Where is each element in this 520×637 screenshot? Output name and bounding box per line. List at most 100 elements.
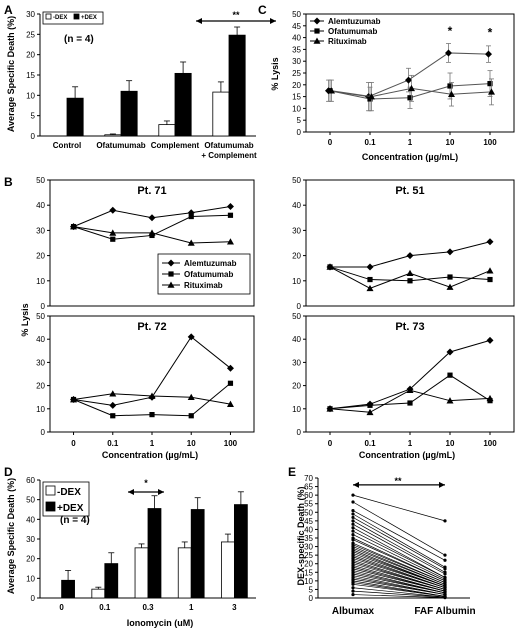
panelE-point-albumax [351, 582, 355, 586]
panelB-p1-point-ofatumumab [487, 276, 493, 283]
panel-c-line-chart: % Lysis Concentration (µg/mL) 0510152025… [270, 10, 515, 162]
panelC-legend-marker [314, 28, 320, 34]
panelE-pair-line [352, 594, 446, 599]
panelC-point-alemtuzumab [445, 49, 452, 57]
panelD-bar-plus-dex [61, 579, 75, 599]
panelD-y-tick-label: 0 [31, 594, 36, 603]
panel-d-y-axis-title: Average Specific Death (%) [6, 478, 16, 594]
panelE-pair-line [352, 539, 446, 582]
panelB-p1-point-rituximab [366, 284, 374, 292]
panelE-pair-line [352, 563, 446, 590]
panelC-x-tick-label: 0.1 [364, 138, 376, 147]
panelB-p1-title: Pt. 51 [395, 185, 424, 197]
panelE-point-faf-albumin [443, 553, 447, 557]
panel-b-patient-line-charts: % Lysis Concentration (µg/mL) Concentrat… [20, 176, 515, 460]
panelE-y-tick-label: 50 [304, 508, 313, 517]
panelE-pair-line [352, 547, 446, 585]
panelD-y-tick-label: 10 [26, 574, 35, 583]
panelD-bar-plus-dex [147, 508, 162, 599]
panelC-point-rituximab [488, 88, 495, 95]
panel-d-significance: * [144, 478, 148, 488]
panelE-significance-arrow-head-right [439, 481, 445, 488]
panelD-legend-swatch [45, 501, 56, 512]
panelC-significance-star: * [448, 24, 453, 38]
panelB-p3-point-rituximab [326, 405, 334, 412]
panelE-pair-line [352, 517, 446, 570]
panelD-y-tick-label: 50 [26, 496, 35, 505]
panelE-pair-line [352, 527, 446, 578]
panel-e-y-axis-title: DEX-specific Death (%) [296, 486, 306, 585]
panelB-p3-plot-frame [305, 315, 515, 433]
panelB-p2-x-tick-label: 1 [150, 439, 155, 448]
panelE-y-tick-label: 25 [304, 551, 313, 560]
panelB-p3-y-tick-label: 50 [292, 312, 301, 321]
panelE-point-albumax [351, 589, 355, 593]
panelB-p1-point-ofatumumab [367, 276, 373, 283]
panelD-bar-minus-dex [221, 541, 235, 599]
panelA-category-label: Ofatumumab [96, 141, 145, 150]
panelB-p1-point-rituximab [406, 269, 414, 277]
panelD-category-label: 3 [232, 603, 237, 612]
panelB-p3-point-alemtuzumab [446, 348, 454, 356]
panel-e-significance: ** [394, 476, 402, 486]
panelB-p3-x-tick-label: 0.1 [364, 439, 376, 448]
panelE-y-tick-label: 65 [304, 483, 313, 492]
panelB-p0-point-rituximab [187, 239, 195, 246]
panelE-point-faf-albumin [443, 558, 447, 562]
panelE-significance-arrow-head-left [353, 481, 359, 488]
panelB-p1-y-tick-label: 30 [292, 226, 301, 235]
panelC-point-rituximab [368, 93, 375, 100]
panelD-bar-plus-dex [104, 563, 119, 599]
panelA-bar-plus-dex [174, 72, 192, 137]
panelE-point-albumax [351, 512, 355, 516]
panelB-legend-marker [167, 281, 175, 288]
panelE-pair-line [352, 510, 446, 561]
panelB-p2-point-ofatumumab [227, 380, 234, 386]
panelE-point-albumax [351, 493, 355, 497]
panelA-legend-label: -DEX [53, 15, 67, 21]
panelB-p3-point-ofatumumab [407, 400, 413, 406]
panelB-p3-point-rituximab [366, 408, 374, 416]
panel-label-b: B [4, 175, 13, 189]
panelC-y-tick-label: 20 [292, 81, 301, 90]
panelB-p2-x-tick-label: 100 [224, 439, 238, 448]
panelE-pair-line [352, 583, 446, 597]
panelB-p3-point-ofatumumab [367, 402, 373, 408]
panelB-p2-point-ofatumumab [149, 412, 155, 418]
panelC-point-alemtuzumab [485, 50, 492, 58]
panelB-p3-point-ofatumumab [447, 372, 453, 378]
panelE-pair-line [352, 520, 446, 573]
panelB-p3-y-tick-label: 0 [297, 428, 302, 437]
panelE-y-tick-label: 30 [304, 543, 313, 552]
panelE-point-faf-albumin [443, 572, 447, 576]
panelB-p3-x-tick-label: 1 [408, 439, 413, 448]
panelC-point-rituximab [408, 84, 415, 92]
panel-c-y-axis-title: % Lysis [270, 57, 280, 90]
panelB-p0-point-alemtuzumab [226, 202, 234, 210]
panelC-point-ofatumumab [487, 81, 493, 87]
panel-d-sample-size: (n = 4) [60, 515, 90, 526]
panelA-bar-plus-dex [66, 97, 84, 137]
panel-label-a: A [4, 3, 13, 17]
panelB-p1-y-tick-label: 20 [292, 252, 301, 261]
panelE-y-tick-label: 0 [309, 594, 314, 603]
panelB-p1-y-tick-label: 10 [292, 277, 301, 286]
panelB-p0-point-rituximab [226, 238, 234, 245]
panel-b-x-axis-title-left: Concentration (µg/mL) [102, 450, 198, 460]
panelC-point-rituximab [328, 87, 335, 94]
panelC-y-tick-label: 25 [292, 69, 301, 78]
panelC-x-tick-label: 1 [408, 138, 413, 147]
panelA-bar-plus-dex [120, 90, 138, 137]
panelD-legend-label: +DEX [57, 503, 84, 514]
panelB-p0-y-tick-label: 40 [36, 201, 45, 210]
panelE-pair-line [352, 494, 446, 522]
panelE-pair-line [352, 523, 446, 575]
panelE-point-albumax [351, 529, 355, 533]
panelE-pair-line [352, 587, 446, 598]
panelA-legend-swatch [73, 13, 80, 20]
panelE-category-label: Albumax [332, 606, 375, 617]
panelA-bar-minus-dex [104, 134, 122, 137]
panelE-y-tick-label: 45 [304, 517, 313, 526]
panelA-y-tick-label: 5 [31, 112, 36, 121]
